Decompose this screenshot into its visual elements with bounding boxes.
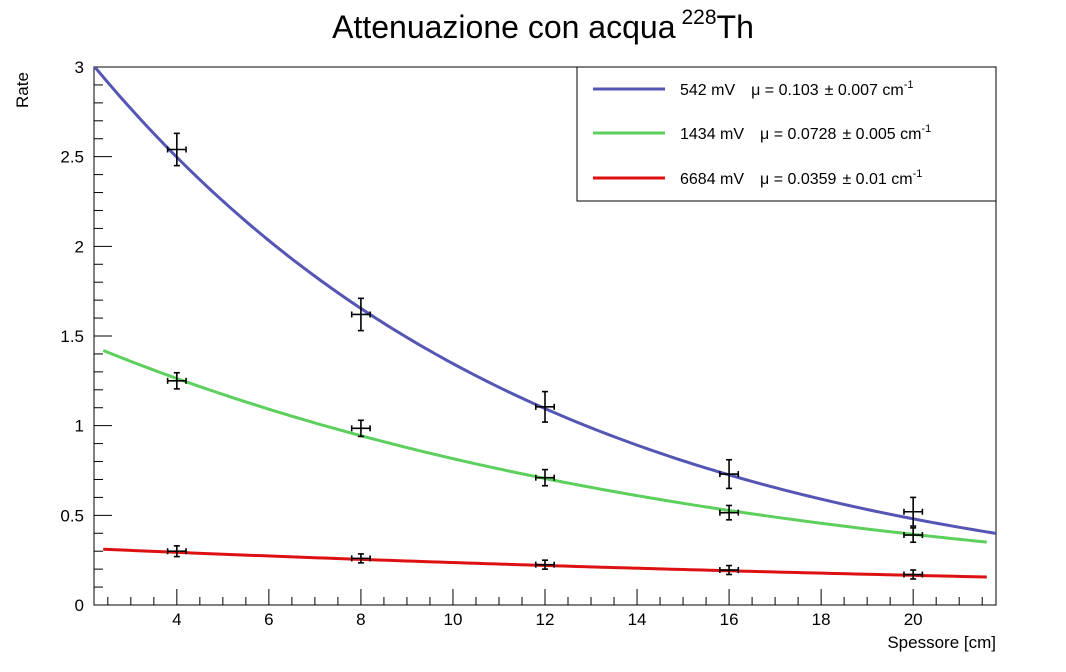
plot-area: 0 0.5 1 1.5 2 2.5 3 4 6 8 10 12 14 16 18 20 542 mV μ = 0.… <box>60 58 997 629</box>
data-point <box>534 468 556 487</box>
data-point <box>350 297 371 332</box>
y-tick-label: 0 <box>75 596 84 615</box>
legend-entry: 1434 mV μ = 0.0728 ± 0.005 cm-1 <box>680 123 931 143</box>
x-tick-label: 20 <box>904 610 923 629</box>
legend-entry: 542 mV μ = 0.103 ± 0.007 cm-1 <box>680 79 913 99</box>
x-tick-label: 6 <box>264 610 273 629</box>
legend-entry: 6684 mV μ = 0.0359 ± 0.01 cm-1 <box>680 168 922 188</box>
x-tick-label: 16 <box>720 610 739 629</box>
y-tick-label: 1.5 <box>60 327 84 346</box>
fit-curve <box>102 349 987 544</box>
data-point <box>903 527 924 544</box>
data-point <box>166 545 187 558</box>
chart-title-suffix: Th <box>717 9 754 45</box>
data-point <box>719 564 740 576</box>
y-tick-label: 1 <box>75 417 84 436</box>
data-point <box>350 419 371 438</box>
data-point <box>350 553 371 564</box>
y-tick-label: 3 <box>75 58 84 77</box>
chart-title-sup: 228 <box>681 6 716 29</box>
y-tick-label: 0.5 <box>60 506 84 525</box>
data-point <box>534 390 556 423</box>
y-tick-label: 2.5 <box>60 148 84 167</box>
data-point <box>166 132 187 167</box>
data-point <box>534 559 556 570</box>
x-tick-label: 4 <box>172 610 181 629</box>
data-point <box>903 496 924 527</box>
legend: 542 mV μ = 0.103 ± 0.007 cm-1 1434 mV μ = 0.… <box>576 66 997 202</box>
x-tick-label: 12 <box>536 610 555 629</box>
data-point <box>719 504 740 521</box>
x-tick-label: 10 <box>443 610 462 629</box>
x-tick-label: 8 <box>356 610 365 629</box>
y-tick-label: 2 <box>75 237 84 256</box>
data-point <box>903 569 924 580</box>
chart-title-main: Attenuazione con acqua <box>332 9 676 45</box>
x-tick-label: 14 <box>628 610 647 629</box>
chart-title: Attenuazione con acqua 228Th <box>332 6 754 45</box>
x-axis-label: Spessore [cm] <box>887 633 996 652</box>
y-axis-label: Rate <box>13 72 32 108</box>
data-point <box>166 371 187 390</box>
data-point <box>719 458 740 490</box>
x-tick-label: 18 <box>812 610 831 629</box>
